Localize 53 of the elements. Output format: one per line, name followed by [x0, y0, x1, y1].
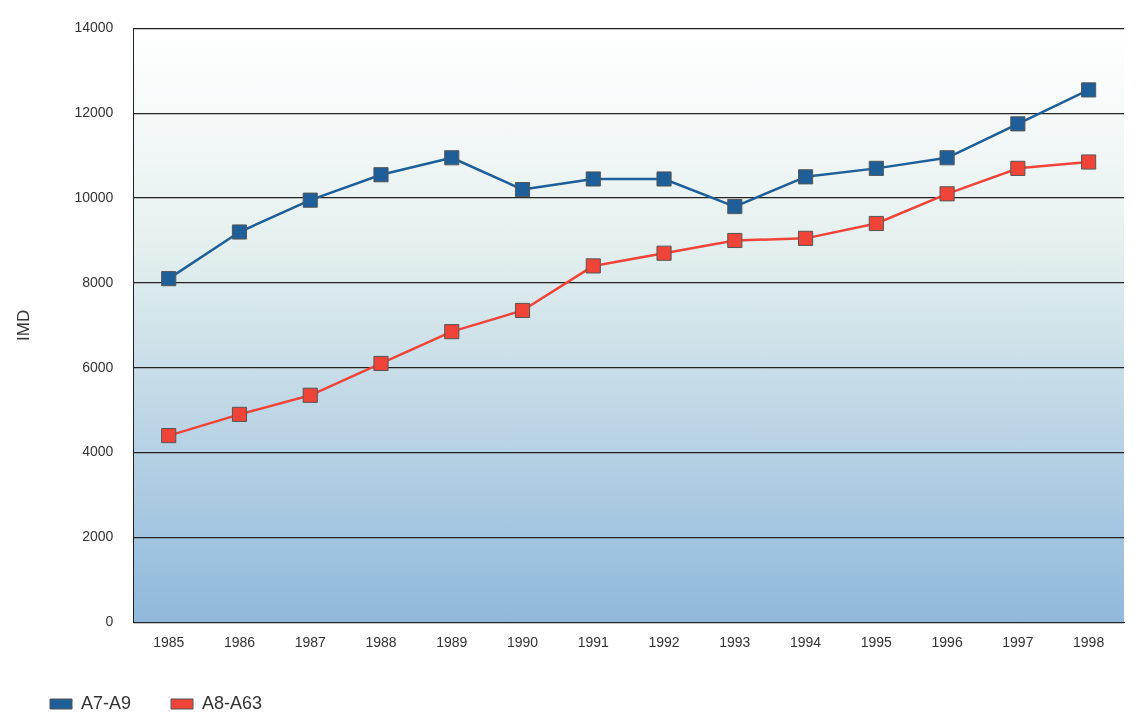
x-tick-label: 1989 — [436, 634, 468, 651]
point — [1010, 160, 1026, 176]
point — [1010, 116, 1026, 132]
point — [939, 150, 955, 166]
point — [514, 182, 531, 198]
point — [585, 171, 601, 187]
x-tick-label: 1990 — [506, 634, 539, 651]
point — [373, 167, 389, 183]
y-tick-label: 0 — [105, 613, 114, 630]
x-tick-label: 1985 — [153, 634, 185, 651]
point — [302, 192, 318, 208]
point — [1081, 82, 1097, 98]
y-axis-title: IMD — [13, 309, 33, 341]
legend-label: A8-A63 — [202, 692, 263, 713]
y-tick-label: 12000 — [74, 104, 114, 121]
point — [1081, 154, 1097, 170]
point — [585, 258, 601, 274]
y-tick-label: 10000 — [74, 188, 114, 205]
point — [161, 271, 177, 287]
point — [161, 428, 177, 444]
y-tick-label: 8000 — [82, 273, 114, 290]
point — [727, 232, 743, 249]
point — [868, 215, 884, 232]
y-tick-label: 2000 — [82, 528, 114, 545]
point — [798, 230, 814, 246]
point — [656, 171, 672, 187]
x-tick-label: 1995 — [860, 634, 893, 651]
point — [727, 198, 743, 215]
point — [302, 387, 318, 403]
x-tick-label: 1993 — [719, 634, 751, 651]
x-tick-label: 1987 — [294, 634, 327, 651]
point — [939, 186, 955, 202]
point — [868, 160, 884, 176]
point — [444, 324, 460, 340]
point — [798, 169, 814, 185]
x-tick-label: 1998 — [1073, 634, 1105, 651]
point — [444, 150, 460, 166]
x-tick-label: 1991 — [577, 634, 610, 651]
x-tick-label: 1986 — [223, 634, 256, 651]
y-tick-label: 4000 — [82, 443, 114, 460]
point — [231, 224, 248, 240]
x-tick-label: 1996 — [931, 634, 963, 651]
point — [656, 245, 672, 261]
x-tick-label: 1994 — [789, 634, 822, 651]
y-tick-label: 6000 — [82, 358, 114, 375]
point — [514, 302, 531, 319]
x-tick-label: 1988 — [365, 634, 397, 651]
x-tick-label: 1997 — [1002, 634, 1034, 651]
legend-label: A7-A9 — [81, 692, 132, 713]
point — [373, 355, 389, 372]
x-tick-label: 1992 — [648, 634, 680, 651]
y-tick-label: 14000 — [74, 19, 114, 36]
point — [231, 406, 248, 422]
